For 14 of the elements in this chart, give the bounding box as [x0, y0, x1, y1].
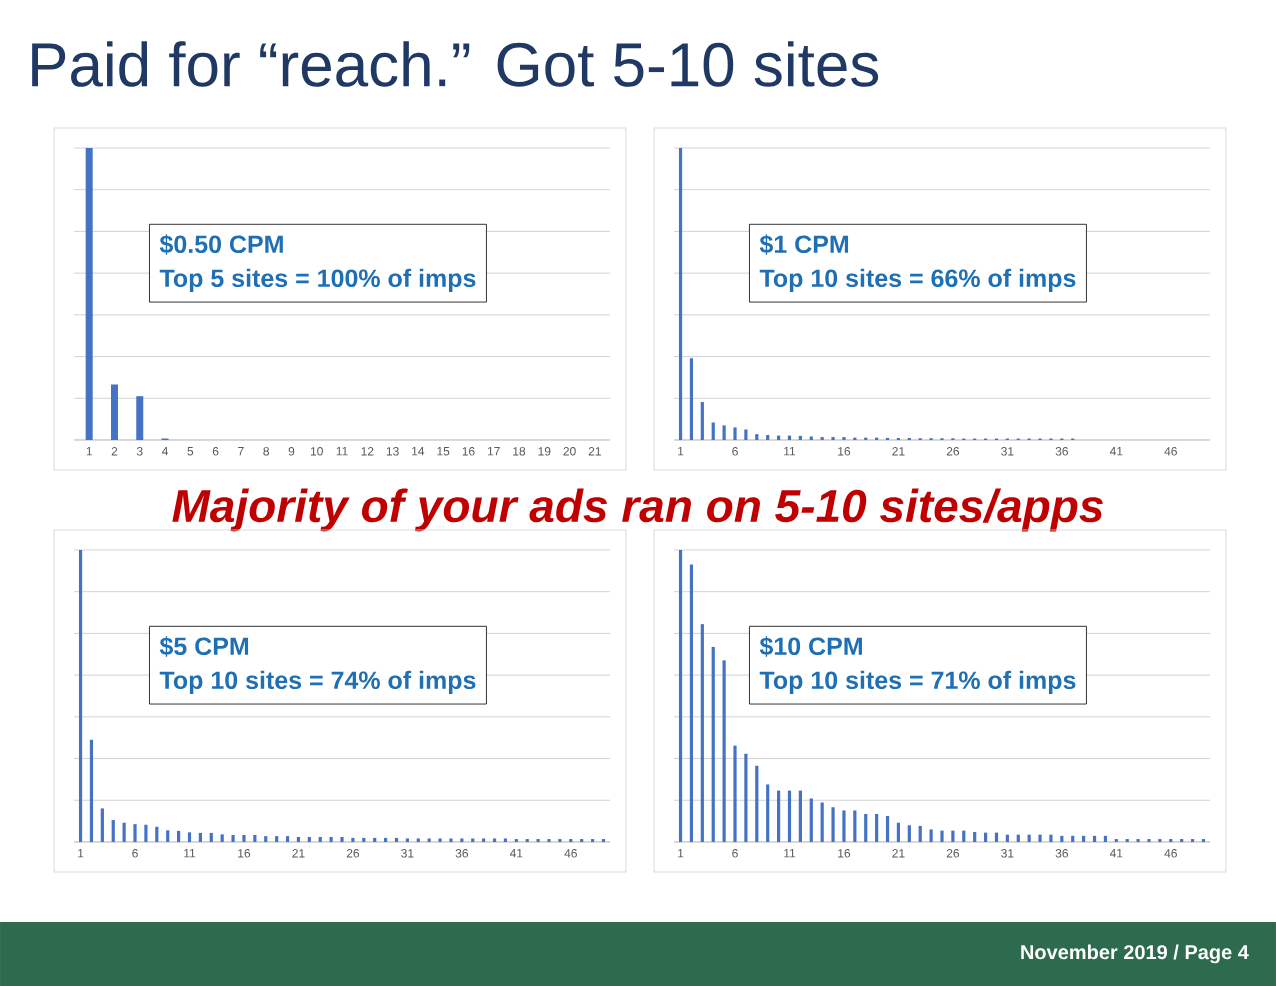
annotation: Top 5 sites = 100% of imps: [159, 268, 476, 293]
annotation: $5 CPM: [159, 636, 249, 657]
bar: [85, 147, 93, 440]
annotation: $10 CPM: [759, 636, 862, 657]
bar: [110, 384, 118, 440]
text: Majority of your ads ran on 5-10 sites/apps: [172, 488, 1103, 532]
annotation: Top 10 sites = 71% of imps: [759, 670, 1076, 695]
annotation: Top 10 sites = 66% of imps: [759, 268, 1076, 293]
text: Paid for “reach.” Got 5-10 sites: [32, 41, 879, 87]
annotation: $1 CPM: [759, 234, 849, 255]
annotation: Top 10 sites = 74% of imps: [159, 670, 476, 695]
text: November 2019 / Page 4: [1021, 944, 1249, 964]
bar: [136, 396, 144, 440]
annotation: $0.50 CPM: [159, 234, 283, 255]
